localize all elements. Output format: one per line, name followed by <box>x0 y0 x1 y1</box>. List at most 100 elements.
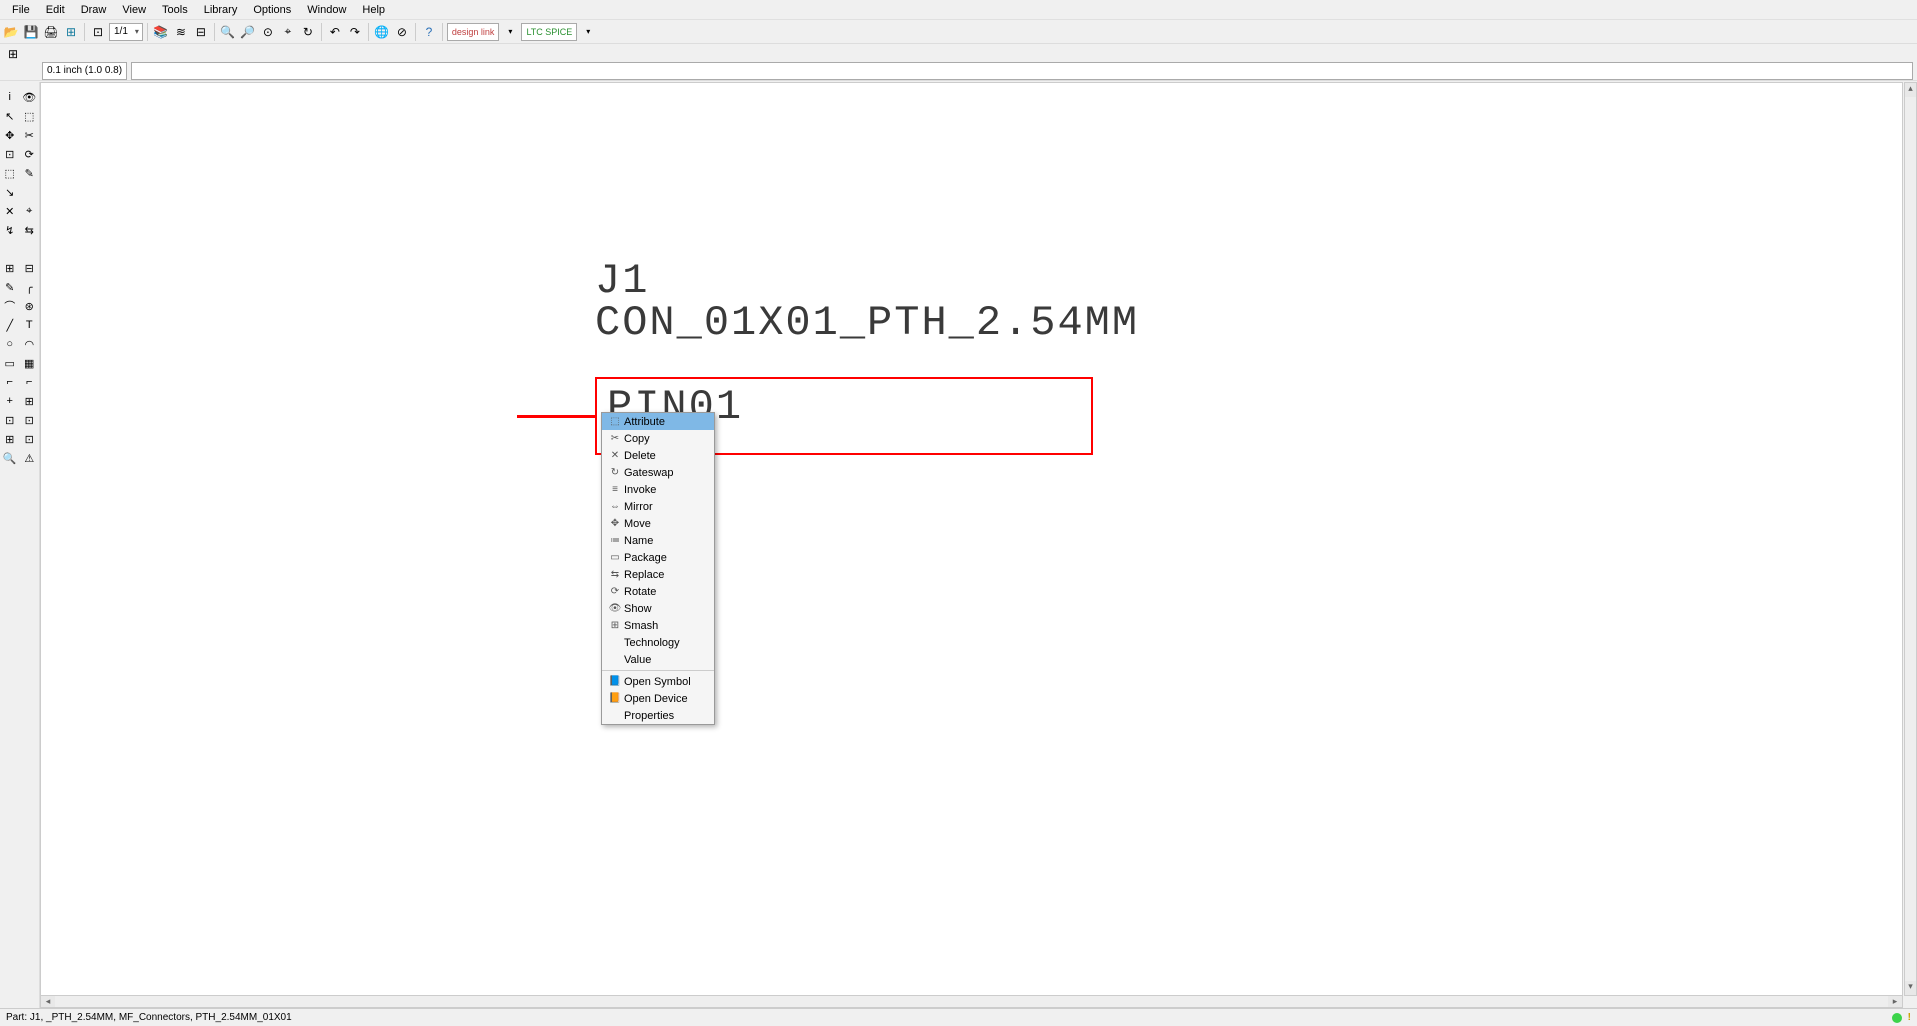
chevron-down-icon[interactable]: ▾ <box>579 23 597 41</box>
context-menu-item[interactable]: ✥Move <box>602 515 714 532</box>
tool-button[interactable] <box>20 183 40 201</box>
menu-file[interactable]: File <box>4 2 38 18</box>
context-menu-item[interactable]: ⇆Replace <box>602 566 714 583</box>
chevron-down-icon[interactable]: ▾ <box>501 23 519 41</box>
undo-icon[interactable]: ↶ <box>326 23 344 41</box>
horizontal-scrollbar[interactable]: ◂ ▸ <box>40 995 1903 1008</box>
tool-button[interactable]: ▭ <box>0 354 20 372</box>
tool-button[interactable]: ↯ <box>0 221 20 239</box>
tool-button[interactable]: ⊛ <box>20 297 40 315</box>
menu-view[interactable]: View <box>114 2 154 18</box>
tool-button[interactable]: ╱ <box>0 316 20 334</box>
tool-button[interactable]: ↘ <box>0 183 20 201</box>
context-menu-item[interactable]: ≔Name <box>602 532 714 549</box>
tool-button[interactable]: i <box>0 88 20 106</box>
scroll-up-icon[interactable]: ▴ <box>1908 83 1913 97</box>
context-menu-item[interactable]: 📙Open Device <box>602 690 714 707</box>
context-menu-item[interactable]: ▭Package <box>602 549 714 566</box>
context-menu-item[interactable]: ⇔Mirror <box>602 498 714 515</box>
context-menu-item[interactable]: ⊞Smash <box>602 617 714 634</box>
tool-button[interactable]: ⚠ <box>20 449 40 467</box>
help-icon[interactable]: ? <box>420 23 438 41</box>
menu-edit[interactable]: Edit <box>38 2 73 18</box>
menu-tools[interactable]: Tools <box>154 2 196 18</box>
tool-button[interactable]: + <box>0 392 20 410</box>
zoom-select-icon[interactable]: ⌖ <box>279 23 297 41</box>
tool-button[interactable]: ⬚ <box>0 164 20 182</box>
package-icon: ▭ <box>606 552 624 563</box>
context-menu-item[interactable]: ✕Delete <box>602 447 714 464</box>
designlink-badge[interactable]: design link <box>447 23 500 41</box>
menu-library[interactable]: Library <box>196 2 246 18</box>
context-menu-item[interactable]: Technology <box>602 634 714 651</box>
tool-button[interactable]: ✕ <box>0 202 20 220</box>
sheet-combo[interactable]: 1/1 <box>109 23 143 41</box>
ltspice-badge[interactable]: LTC SPICE <box>521 23 577 41</box>
vertical-scrollbar[interactable]: ▴ ▾ <box>1904 82 1917 996</box>
library-icon[interactable]: 📚 <box>152 23 170 41</box>
context-menu-item[interactable]: 📘Open Symbol <box>602 673 714 690</box>
menu-window[interactable]: Window <box>299 2 354 18</box>
command-input[interactable] <box>131 62 1913 80</box>
stop-icon[interactable]: ⊘ <box>393 23 411 41</box>
scroll-left-icon[interactable]: ◂ <box>41 996 55 1007</box>
tool-button[interactable]: ○ <box>0 335 20 353</box>
tool-button[interactable]: ⊞ <box>0 430 20 448</box>
context-menu-item[interactable]: 👁Show <box>602 600 714 617</box>
tool-button[interactable]: ⊞ <box>20 392 40 410</box>
tool-button[interactable]: ✂ <box>20 126 40 144</box>
cam-icon[interactable]: ⊞ <box>62 23 80 41</box>
zoom-out-icon[interactable]: 🔎 <box>239 23 257 41</box>
tool-button[interactable] <box>0 240 20 258</box>
tool-button[interactable]: 🔍 <box>0 449 20 467</box>
scroll-down-icon[interactable]: ▾ <box>1908 981 1913 995</box>
tool-button[interactable]: ⊡ <box>20 430 40 448</box>
context-menu-item[interactable]: ✂Copy <box>602 430 714 447</box>
tool-button[interactable]: ⇆ <box>20 221 40 239</box>
schematic-canvas[interactable]: J1 CON_01X01_PTH_2.54MM PIN01 ⬚Attribute… <box>40 82 1903 996</box>
zoom-in-icon[interactable]: 🔍 <box>219 23 237 41</box>
tool-button[interactable]: ⊡ <box>0 145 20 163</box>
tool-button[interactable]: T <box>20 316 40 334</box>
zoom-fit-icon[interactable]: ⊙ <box>259 23 277 41</box>
tool-button[interactable]: ⊟ <box>20 259 40 277</box>
menu-options[interactable]: Options <box>245 2 299 18</box>
menu-draw[interactable]: Draw <box>73 2 115 18</box>
tool-button[interactable]: ⌖ <box>20 202 40 220</box>
context-menu-item[interactable]: Properties <box>602 707 714 724</box>
tool-button[interactable]: ⌐ <box>0 373 20 391</box>
grid-icon[interactable]: ⊞ <box>4 45 22 63</box>
tool-button[interactable]: ⟳ <box>20 145 40 163</box>
tool-button[interactable]: ⊡ <box>20 411 40 429</box>
context-menu-item[interactable]: ⬚Attribute <box>602 413 714 430</box>
scroll-right-icon[interactable]: ▸ <box>1888 996 1902 1007</box>
tool-button[interactable]: ↖ <box>0 107 20 125</box>
open-icon[interactable]: 📂 <box>2 23 20 41</box>
print-icon[interactable]: 🖨 <box>42 23 60 41</box>
tool-button[interactable]: ✎ <box>0 278 20 296</box>
redraw-icon[interactable]: ↻ <box>299 23 317 41</box>
tool-button[interactable]: ▦ <box>20 354 40 372</box>
context-menu-item[interactable]: ↻Gateswap <box>602 464 714 481</box>
context-menu-item[interactable]: ≡Invoke <box>602 481 714 498</box>
board-icon[interactable]: ⊡ <box>89 23 107 41</box>
redo-icon[interactable]: ↷ <box>346 23 364 41</box>
save-icon[interactable]: 💾 <box>22 23 40 41</box>
tool-button[interactable]: ✥ <box>0 126 20 144</box>
tool-button[interactable]: ⬚ <box>20 107 40 125</box>
tool-button[interactable]: ⊞ <box>0 259 20 277</box>
ulp-icon[interactable]: ⊟ <box>192 23 210 41</box>
tool-button[interactable]: ⊡ <box>0 411 20 429</box>
tool-button[interactable]: 👁 <box>20 88 40 106</box>
script-icon[interactable]: ≋ <box>172 23 190 41</box>
globe-icon[interactable]: 🌐 <box>373 23 391 41</box>
tool-button[interactable]: ⌐ <box>20 373 40 391</box>
menu-help[interactable]: Help <box>354 2 393 18</box>
tool-button[interactable] <box>20 240 40 258</box>
tool-button[interactable]: ╭ <box>20 278 40 296</box>
tool-button[interactable]: ◠ <box>20 335 40 353</box>
tool-button[interactable]: ⌒ <box>0 297 20 315</box>
context-menu-item[interactable]: Value <box>602 651 714 668</box>
context-menu-item[interactable]: ⟳Rotate <box>602 583 714 600</box>
tool-button[interactable]: ✎ <box>20 164 40 182</box>
